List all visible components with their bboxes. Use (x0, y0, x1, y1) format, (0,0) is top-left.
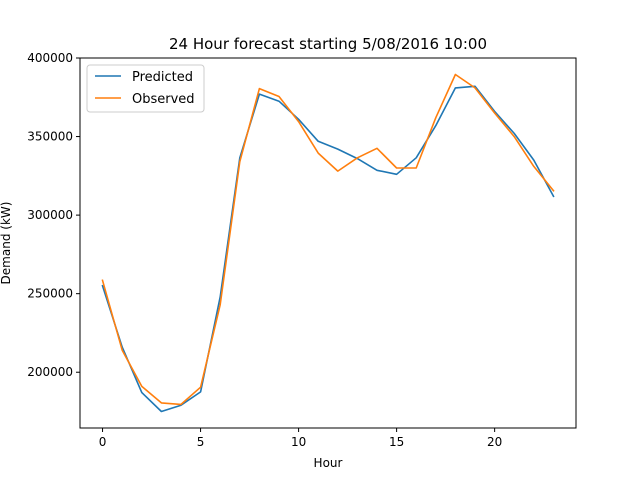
legend: Predicted Observed (86, 64, 205, 113)
legend-label-predicted: Predicted (132, 70, 193, 85)
x-tick-label: 10 (291, 435, 306, 449)
ticks-layer: 0 5 10 15 20 200000 250000 300000 350000 400000 (27, 51, 502, 449)
legend-label-observed: Observed (132, 92, 195, 107)
y-tick-label: 400000 (27, 51, 73, 65)
x-tick-label: 0 (99, 435, 107, 449)
x-tick-label: 15 (389, 435, 404, 449)
series-line-observed (101, 73, 555, 406)
y-tick-label: 250000 (27, 287, 73, 301)
y-tick-label: 350000 (27, 130, 73, 144)
x-tick-label: 5 (197, 435, 205, 449)
y-axis-label: Demand (kW) (0, 202, 13, 285)
plot-area (79, 57, 577, 429)
series-line-predicted (101, 85, 555, 413)
chart-title: 24 Hour forecast starting 5/08/2016 10:0… (169, 35, 487, 53)
x-axis-label: Hour (314, 456, 343, 470)
x-tick-label: 20 (487, 435, 502, 449)
y-tick-label: 200000 (27, 365, 73, 379)
series-layer (101, 73, 555, 413)
y-tick-label: 300000 (27, 208, 73, 222)
